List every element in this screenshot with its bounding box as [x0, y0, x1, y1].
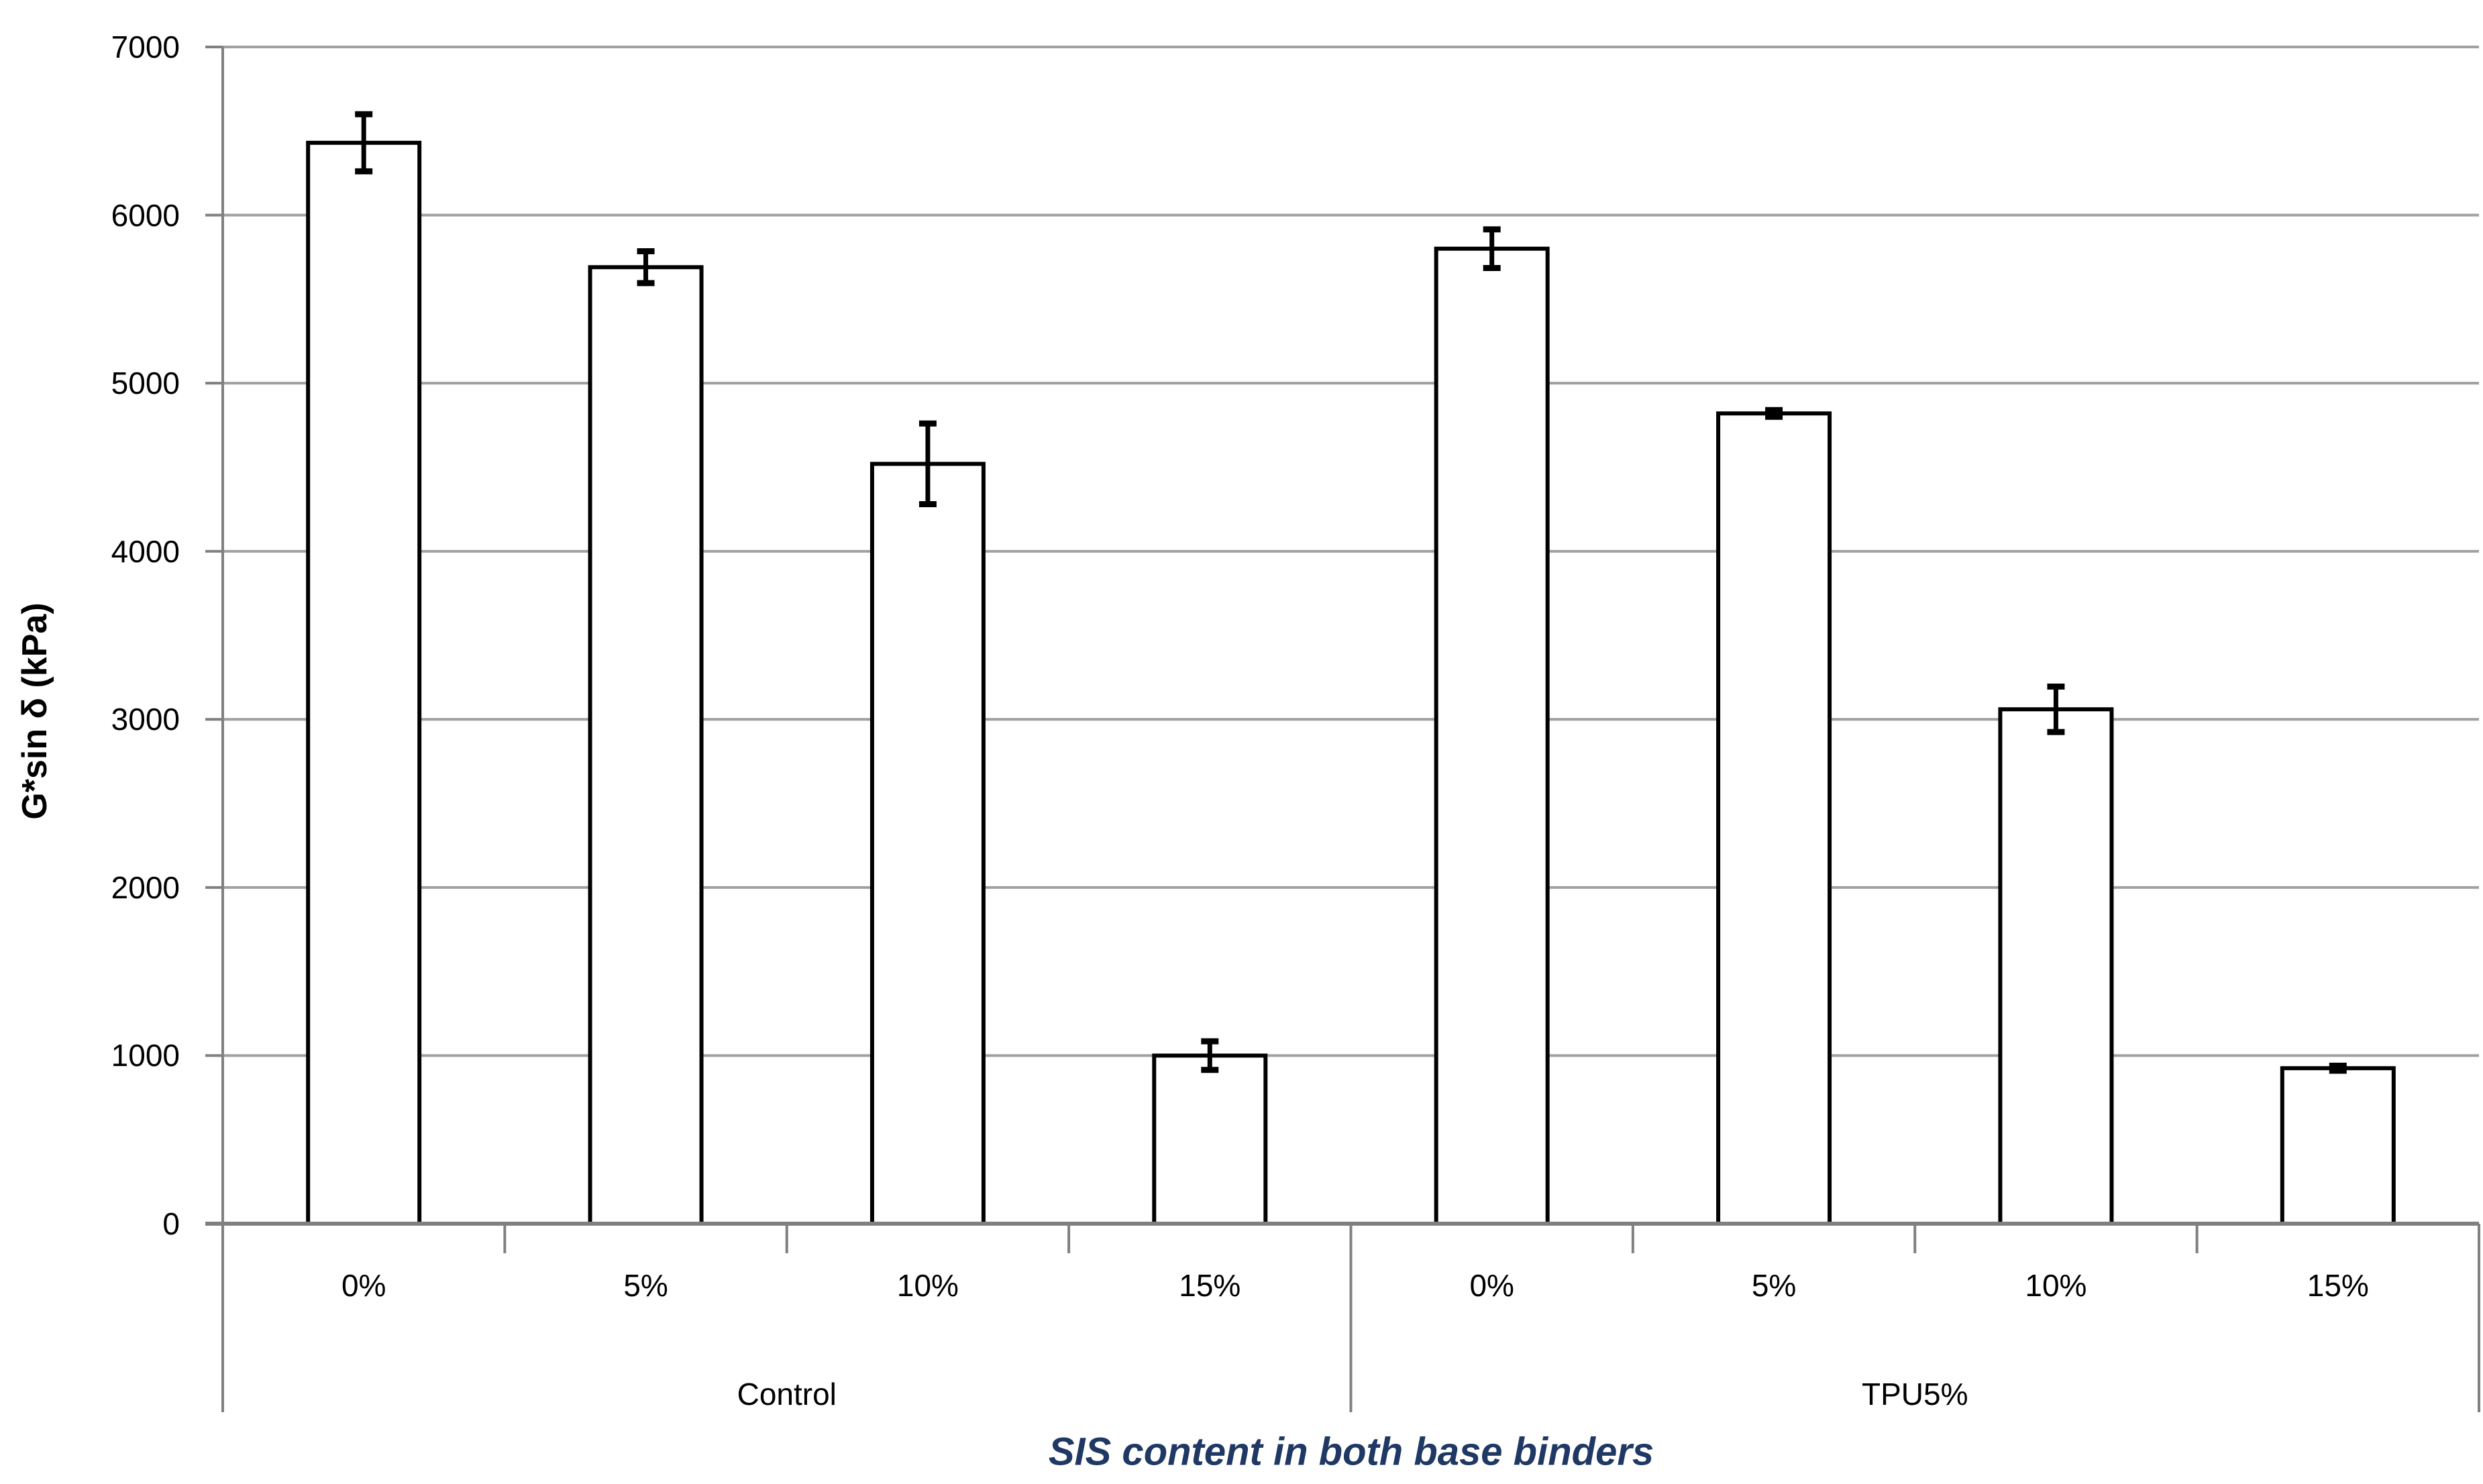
group-label: Control — [737, 1377, 837, 1412]
y-tick-label: 2000 — [111, 869, 180, 905]
y-tick-label: 6000 — [111, 197, 180, 233]
category-label: 15% — [2307, 1268, 2369, 1303]
y-tick-label: 4000 — [111, 533, 180, 569]
bar — [588, 265, 704, 1226]
category-label: 5% — [1751, 1268, 1797, 1303]
y-tick-label: 3000 — [111, 702, 180, 737]
category-label: 10% — [2025, 1268, 2087, 1303]
category-label: 10% — [896, 1268, 959, 1303]
bar — [1716, 411, 1832, 1226]
bar — [1434, 246, 1550, 1226]
y-tick-label: 5000 — [111, 366, 180, 401]
bar — [2280, 1066, 2396, 1226]
group-label: TPU5% — [1862, 1377, 1968, 1412]
y-tick-label: 7000 — [111, 30, 180, 64]
category-label: 0% — [1469, 1268, 1514, 1303]
y-tick-label: 0 — [162, 1206, 180, 1241]
y-axis-title: G*sin δ (kPa) — [15, 602, 54, 820]
category-label: 0% — [341, 1268, 386, 1303]
bar — [1998, 707, 2114, 1226]
bar — [869, 462, 986, 1226]
bar — [306, 140, 422, 1226]
y-tick-label: 1000 — [111, 1038, 180, 1073]
category-label: 5% — [623, 1268, 668, 1303]
bar — [1152, 1053, 1268, 1226]
category-label: 15% — [1179, 1268, 1241, 1303]
x-axis-title: SIS content in both base binders — [1048, 1430, 1654, 1474]
